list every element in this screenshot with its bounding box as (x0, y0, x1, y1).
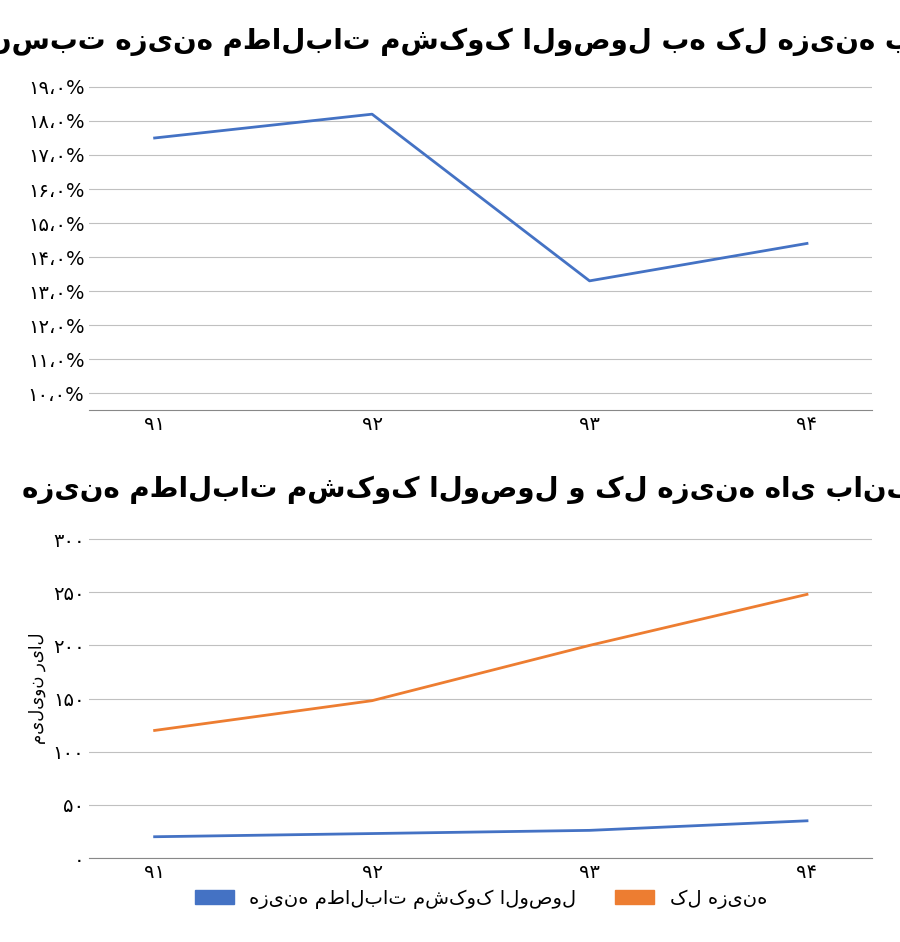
Title: هزینه مطالبات مشکوک الوصول و کل هزینه های بانکی: هزینه مطالبات مشکوک الوصول و کل هزینه ها… (22, 476, 900, 504)
Legend: هزینه مطالبات مشکوک الوصول, کل هزینه: هزینه مطالبات مشکوک الوصول, کل هزینه (187, 881, 775, 917)
Line: هزینه مطالبات مشکوک الوصول: هزینه مطالبات مشکوک الوصول (155, 820, 807, 836)
کل هزینه (802, 589, 813, 600)
هزینه مطالبات مشکوک الوصول (584, 824, 595, 836)
هزینه مطالبات مشکوک الوصول (149, 831, 160, 842)
Title: نسبت هزینه مطالبات مشکوک الوصول به کل هزینه بانک: نسبت هزینه مطالبات مشکوک الوصول به کل هز… (0, 27, 900, 57)
کل هزینه (149, 724, 160, 736)
Line: کل هزینه: کل هزینه (155, 594, 807, 730)
هزینه مطالبات مشکوک الوصول (802, 815, 813, 826)
هزینه مطالبات مشکوک الوصول (366, 828, 377, 839)
کل هزینه (584, 640, 595, 651)
کل هزینه (366, 695, 377, 706)
Y-axis label: میلیون ریال: میلیون ریال (28, 632, 46, 743)
